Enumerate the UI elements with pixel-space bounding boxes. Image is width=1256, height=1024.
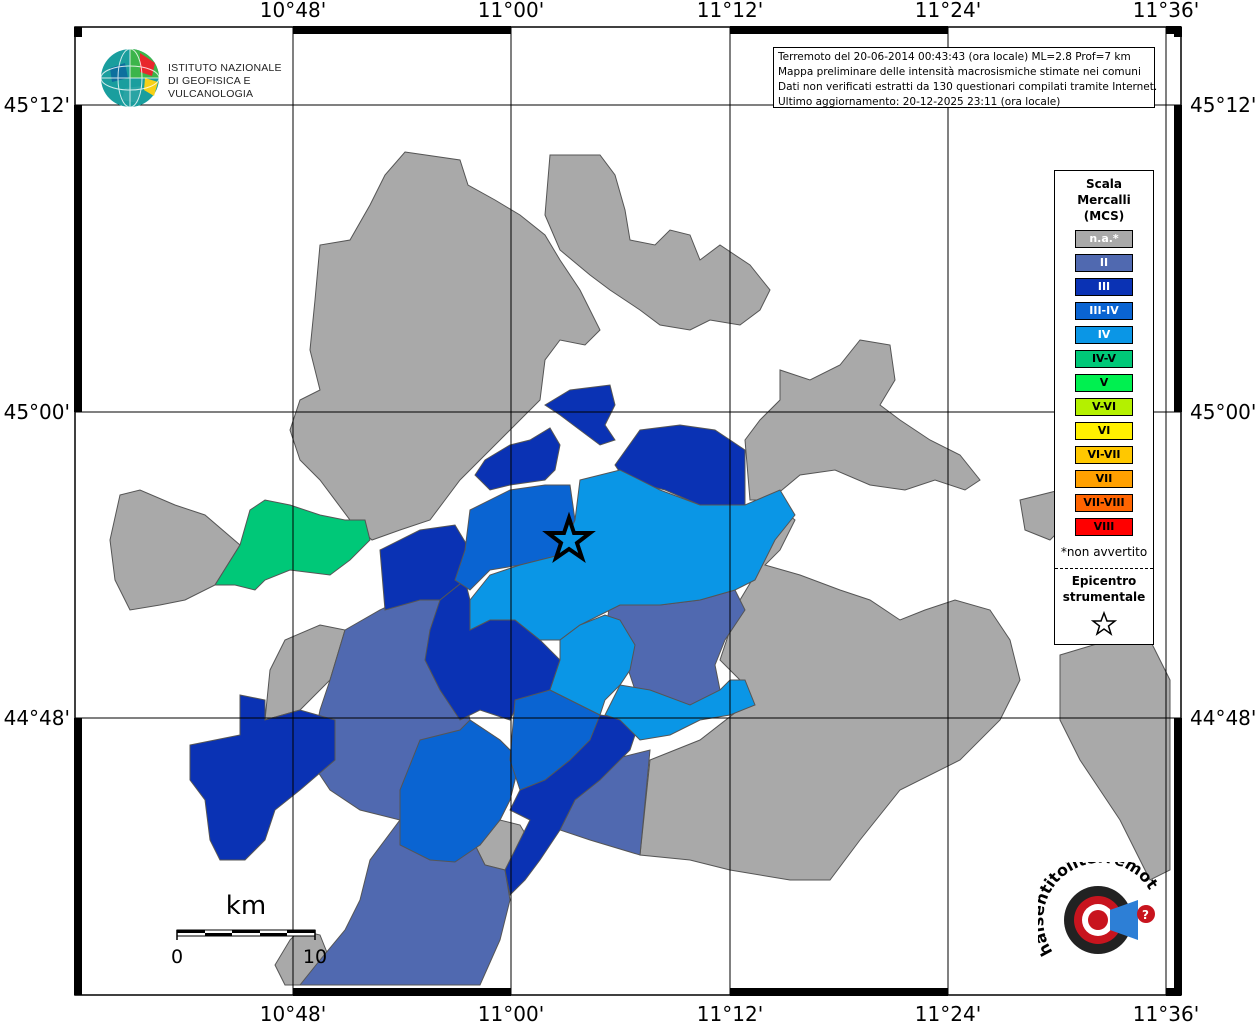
ingv-logo: ISTITUTO NAZIONALE DI GEOFISICA E VULCAN… xyxy=(100,48,330,108)
legend-item: II xyxy=(1075,254,1133,272)
info-line-4: Ultimo aggiornamento: 20-12-2025 23:11 (… xyxy=(778,96,1061,108)
lon-label-bottom: 11°00' xyxy=(478,1002,544,1024)
axis-labels: 10°48' 11°00' 11°12' 11°24' 11°36' 10°48… xyxy=(4,0,1256,1024)
logo-line1: ISTITUTO NAZIONALE xyxy=(168,62,282,74)
region-iii-iv xyxy=(399,484,601,863)
scale-zero: 0 xyxy=(171,946,183,968)
legend-item: III-IV xyxy=(1075,302,1133,320)
lat-label-right: 45°00' xyxy=(1190,400,1256,424)
lat-label-right: 44°48' xyxy=(1190,706,1256,730)
legend-item: VIII xyxy=(1075,518,1133,536)
legend-epi-1: Epicentro xyxy=(1071,574,1137,588)
legend-item: VII-VIII xyxy=(1075,494,1133,512)
legend-item: n.a.* xyxy=(1075,230,1133,248)
info-line-1: Terremoto del 20-06-2014 00:43:43 (ora l… xyxy=(778,51,1131,63)
map-frame xyxy=(74,26,1182,996)
info-line-2: Mappa preliminare delle intensità macros… xyxy=(778,66,1141,78)
legend-epi-2: strumentale xyxy=(1062,590,1146,604)
info-line-3: Dati non verificati estratti da 130 ques… xyxy=(778,81,1158,93)
lon-label-top: 10°48' xyxy=(260,0,326,22)
lat-label-left: 45°12' xyxy=(4,93,70,117)
lon-label-bottom: 10°48' xyxy=(260,1002,326,1024)
svg-text:?: ? xyxy=(1142,908,1149,922)
legend-item: VI-VII xyxy=(1075,446,1133,464)
lat-label-left: 45°00' xyxy=(4,400,70,424)
legend-item: IV xyxy=(1075,326,1133,344)
scale-unit: km xyxy=(226,891,266,921)
region-iv xyxy=(469,469,796,741)
region-na xyxy=(109,151,1171,986)
legend-item: V xyxy=(1075,374,1133,392)
lon-label-bottom: 11°36' xyxy=(1133,1002,1199,1024)
legend-title-2: Mercalli xyxy=(1077,193,1131,207)
event-info-box: Terremoto del 20-06-2014 00:43:43 (ora l… xyxy=(773,47,1158,108)
globe-icon xyxy=(100,48,160,108)
scale-bar: km 0 10 xyxy=(171,891,327,968)
legend-item: V-VI xyxy=(1075,398,1133,416)
legend-separator xyxy=(1055,568,1153,569)
lon-label-bottom: 11°12' xyxy=(697,1002,763,1024)
mcs-legend: Scala Mercalli (MCS) n.a.* II III III-IV IV I… xyxy=(1054,170,1154,645)
lat-label-right: 45°12' xyxy=(1190,93,1256,117)
legend-item: III xyxy=(1075,278,1133,296)
lon-label-top: 11°24' xyxy=(915,0,981,22)
legend-note: *non avvertito xyxy=(1060,545,1148,559)
legend-item: VII xyxy=(1075,470,1133,488)
epicenter-star-icon xyxy=(542,511,596,564)
legend-title-1: Scala xyxy=(1085,177,1123,191)
legend-item: VI xyxy=(1075,422,1133,440)
lon-label-bottom: 11°24' xyxy=(915,1002,981,1024)
lon-label-top: 11°00' xyxy=(478,0,544,22)
legend-title-3: (MCS) xyxy=(1083,209,1125,223)
lon-label-top: 11°36' xyxy=(1133,0,1199,22)
legend-item: IV-V xyxy=(1075,350,1133,368)
haisentito-logo: ? haisentitoilterremoto.it xyxy=(1028,847,1178,972)
logo-line2: DI GEOFISICA E VULCANOLOGIA xyxy=(168,75,254,100)
graticule xyxy=(75,27,1181,995)
scale-ten: 10 xyxy=(303,946,327,968)
star-icon xyxy=(1091,611,1117,636)
lon-label-top: 11°12' xyxy=(697,0,763,22)
lat-label-left: 44°48' xyxy=(4,706,70,730)
